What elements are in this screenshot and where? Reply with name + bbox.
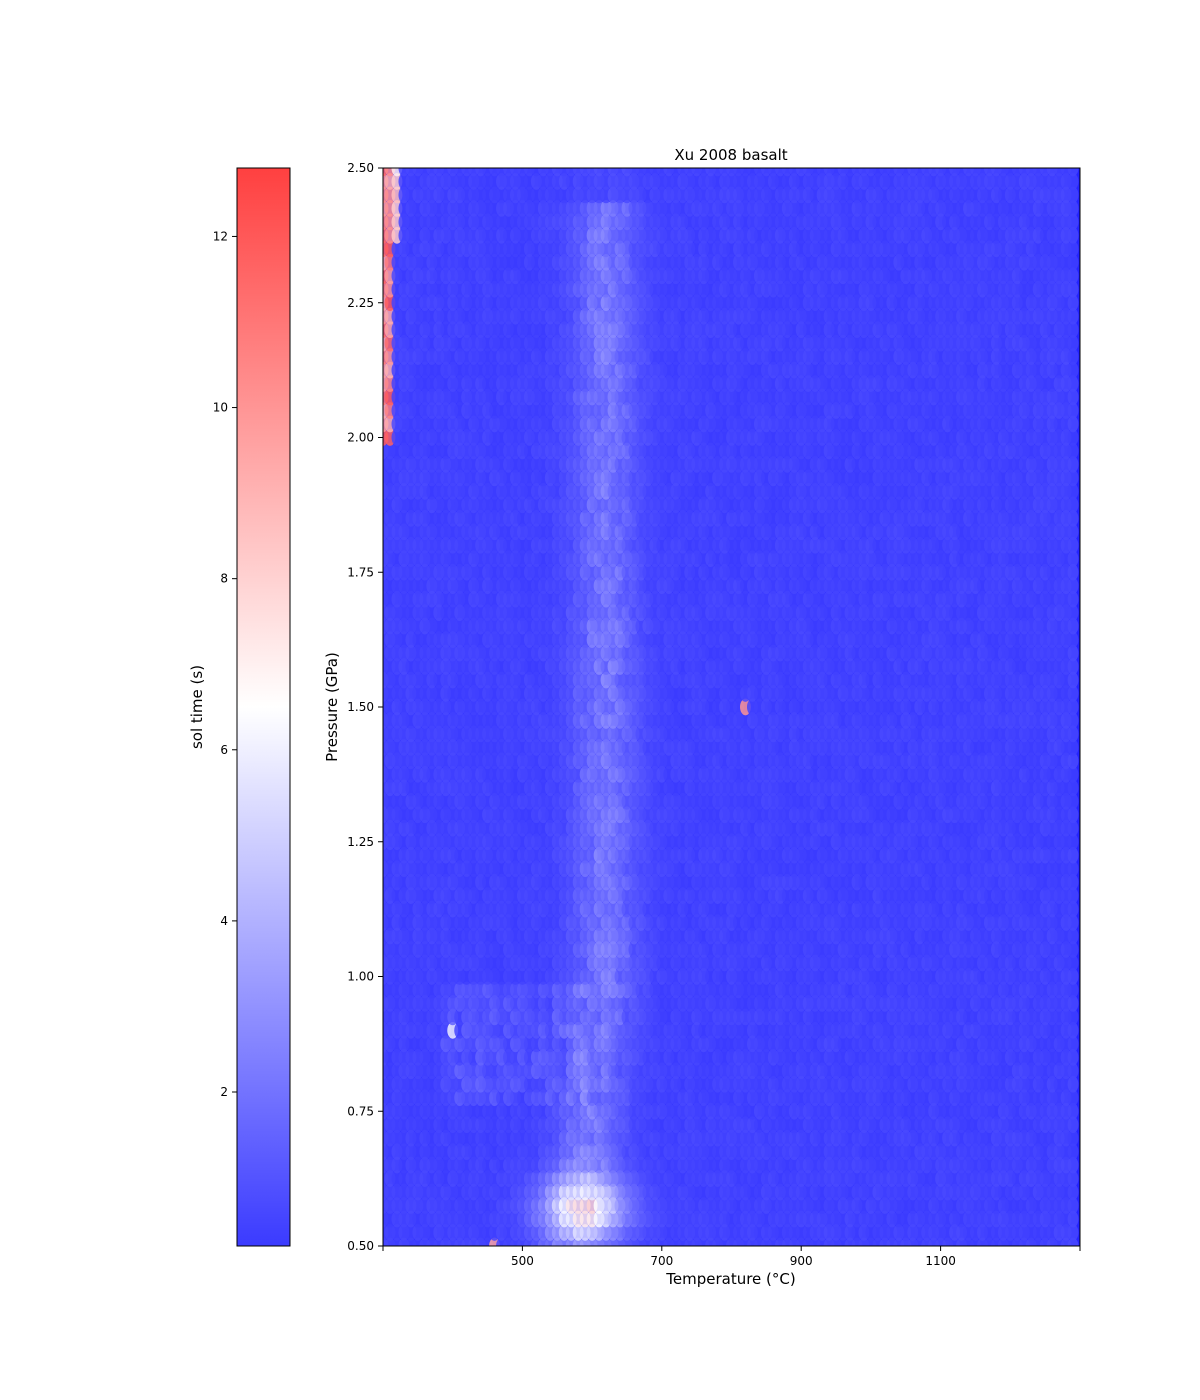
colorbar-tick-label: 6 <box>220 743 228 757</box>
scatter-point <box>1067 995 1079 1012</box>
colorbar-label: sol time (s) <box>188 665 206 749</box>
scatter-points <box>383 168 1079 1246</box>
colorbar-tick-label: 10 <box>213 401 228 415</box>
colorbar-tick-label: 4 <box>220 914 228 928</box>
colorbar-tick-label: 12 <box>213 229 228 243</box>
scatter-point <box>1067 1224 1079 1241</box>
colorbar-ticks: 2 4 6 8 10 12 <box>213 229 237 1099</box>
scatter-point <box>1067 1129 1079 1147</box>
scatter-point <box>1067 1210 1079 1228</box>
scatter-point <box>1067 1183 1079 1201</box>
scatter-point <box>1067 1156 1079 1174</box>
scatter-point <box>1067 1062 1079 1080</box>
scatter-point <box>1067 1143 1079 1161</box>
scatter-point <box>1067 1116 1079 1134</box>
plot-area: 500 700 900 1100 0.500.751.001.251.501.752.… <box>323 146 1081 1288</box>
scatter-point <box>1067 1102 1079 1120</box>
scatter-point <box>1067 1089 1079 1107</box>
colorbar-gradient <box>236 167 291 1247</box>
scatter-point <box>1067 1022 1079 1039</box>
colorbar: 2 4 6 8 10 12 sol time (s) <box>188 167 291 1247</box>
scatter-point <box>1067 1170 1079 1187</box>
scatter-point <box>1067 1008 1079 1026</box>
scatter-point <box>1067 1197 1079 1214</box>
scatter-point <box>1067 1075 1079 1093</box>
scatter-point <box>1067 1048 1079 1066</box>
colorbar-tick-label: 2 <box>220 1085 228 1099</box>
scatter-point <box>1067 1035 1079 1053</box>
colorbar-tick-label: 8 <box>220 572 228 586</box>
